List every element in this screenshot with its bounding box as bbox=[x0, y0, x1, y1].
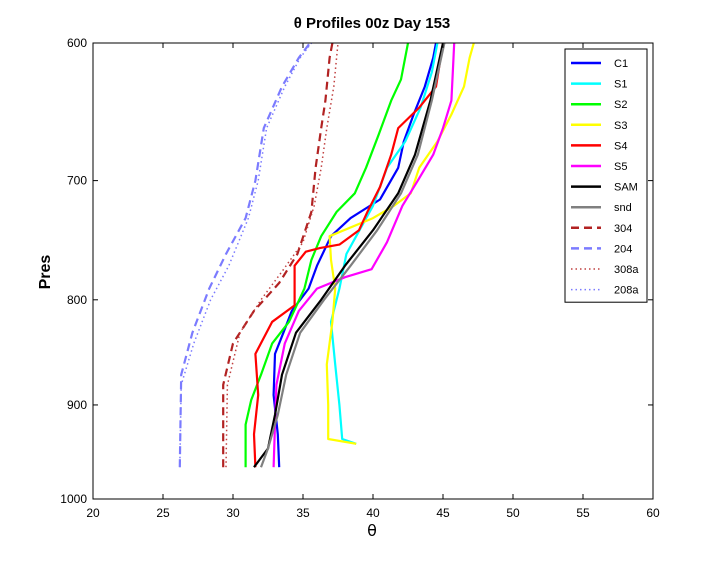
legend-label-S4: S4 bbox=[614, 140, 627, 152]
x-tick-label: 60 bbox=[646, 506, 660, 520]
x-tick-label: 20 bbox=[86, 506, 100, 520]
legend-label-S2: S2 bbox=[614, 99, 627, 111]
chart-title: θ Profiles 00z Day 153 bbox=[294, 15, 451, 32]
x-tick-label: 25 bbox=[156, 506, 170, 520]
legend-label-SAM: SAM bbox=[614, 182, 638, 194]
y-axis-label: Pres bbox=[37, 255, 54, 290]
legend-label-308a: 308a bbox=[614, 264, 639, 276]
legend-label-S5: S5 bbox=[614, 161, 627, 173]
x-tick-label: 35 bbox=[296, 506, 310, 520]
y-tick-label: 600 bbox=[67, 36, 87, 50]
x-axis-label: θ bbox=[367, 521, 377, 540]
x-tick-label: 40 bbox=[366, 506, 380, 520]
y-tick-label: 800 bbox=[67, 293, 87, 307]
series-line-204 bbox=[178, 42, 311, 468]
x-tick-label: 50 bbox=[506, 506, 520, 520]
legend: C1 S1 S2 S3 S4 S5 SAM snd 304 204 308a 208a bbox=[564, 48, 648, 303]
series-line-S1 bbox=[329, 42, 439, 445]
y-tick-label: 1000 bbox=[60, 492, 87, 506]
legend-label-C1: C1 bbox=[614, 58, 628, 70]
series-line-308a bbox=[225, 42, 339, 468]
x-tick-label: 55 bbox=[576, 506, 590, 520]
series-line-208a bbox=[179, 42, 312, 468]
legend-label-204: 204 bbox=[614, 243, 632, 255]
legend-label-snd: snd bbox=[614, 202, 632, 214]
series-line-304 bbox=[222, 42, 334, 468]
series-line-snd bbox=[259, 42, 446, 468]
legend-box bbox=[564, 48, 648, 303]
plot-area bbox=[93, 43, 653, 499]
legend-label-S1: S1 bbox=[614, 79, 627, 91]
x-tick-label: 45 bbox=[436, 506, 450, 520]
series-line-S3 bbox=[325, 42, 475, 445]
y-tick-label: 700 bbox=[67, 174, 87, 188]
series-line-S5 bbox=[272, 42, 456, 468]
series-layer bbox=[178, 42, 475, 468]
series-line-S4 bbox=[252, 42, 445, 468]
legend-label-304: 304 bbox=[614, 223, 632, 235]
series-line-SAM bbox=[253, 42, 445, 468]
legend-label-208a: 208a bbox=[614, 285, 639, 297]
tick-layer: 20 25 30 35 40 45 50 55 60 600 700 800 900 1000 bbox=[60, 36, 660, 520]
y-tick-label: 900 bbox=[67, 398, 87, 412]
x-tick-label: 30 bbox=[226, 506, 240, 520]
legend-label-S3: S3 bbox=[614, 120, 627, 132]
